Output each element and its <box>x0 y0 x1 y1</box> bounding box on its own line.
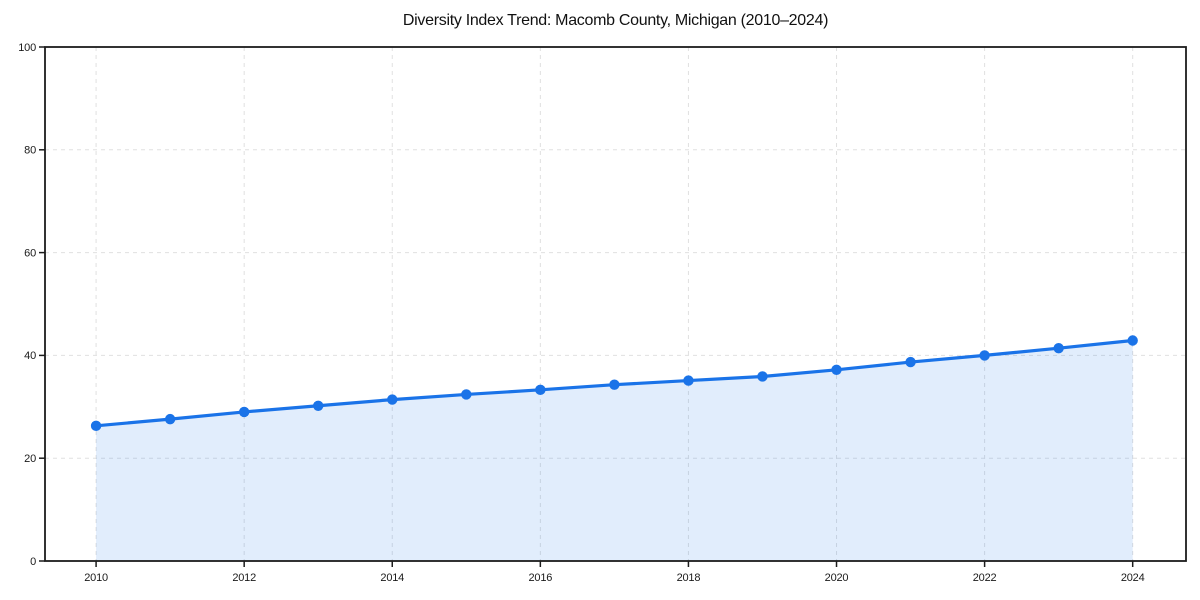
y-tick-label: 0 <box>30 556 36 568</box>
area-fill-path <box>96 340 1133 561</box>
plot-border <box>44 46 1187 562</box>
x-tick-label: 2022 <box>973 572 997 584</box>
x-tick-label: 2020 <box>825 572 849 584</box>
axis-tick-labels: 0 20 40 60 80 100 2010 2012 2014 2016 2018 2020 2022… <box>18 42 1145 584</box>
data-point-markers <box>90 335 1138 432</box>
x-tick-label: 2016 <box>529 572 553 584</box>
data-point <box>313 400 324 411</box>
y-tick-label: 100 <box>18 42 36 54</box>
y-tick-label: 60 <box>24 247 36 259</box>
data-point <box>238 406 250 418</box>
axis-ticks <box>39 46 1134 567</box>
x-tick-label: 2012 <box>232 572 256 584</box>
data-point <box>1127 335 1138 346</box>
data-point <box>535 384 546 396</box>
data-point <box>905 356 916 368</box>
data-point <box>979 350 990 361</box>
data-point <box>387 394 398 405</box>
data-point <box>461 389 472 400</box>
area-fill <box>96 340 1133 561</box>
x-tick-label: 2014 <box>380 572 404 584</box>
data-point <box>831 364 842 375</box>
data-point <box>1053 343 1064 354</box>
data-point <box>609 379 620 390</box>
data-point <box>164 413 176 425</box>
x-tick-label: 2018 <box>677 572 701 584</box>
y-tick-label: 40 <box>24 350 36 362</box>
data-point <box>757 371 768 382</box>
y-tick-label: 80 <box>24 145 36 157</box>
data-point <box>90 420 102 432</box>
x-tick-label: 2024 <box>1121 572 1145 584</box>
data-point <box>683 375 694 386</box>
y-tick-label: 20 <box>24 453 36 465</box>
plot-border-rect <box>44 46 1187 562</box>
x-tick-label: 2010 <box>84 572 108 584</box>
chart-title: Diversity Index Trend: Macomb County, Mi… <box>402 12 829 29</box>
